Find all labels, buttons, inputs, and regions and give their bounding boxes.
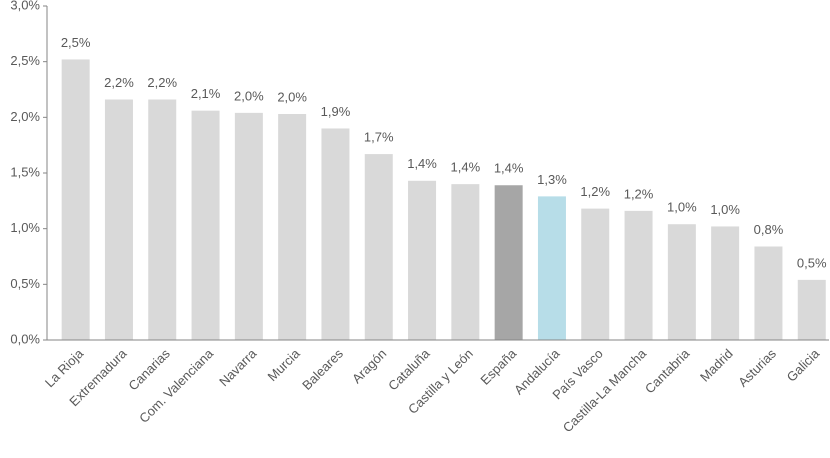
- value-label: 1,9%: [321, 104, 351, 119]
- value-label: 1,4%: [451, 160, 481, 175]
- value-label: 1,0%: [710, 202, 740, 217]
- value-label: 0,5%: [797, 255, 827, 270]
- bar: [364, 154, 393, 340]
- y-tick-label: 3,0%: [10, 0, 40, 12]
- bar: [711, 226, 740, 340]
- x-tick-label: Murcia: [265, 345, 304, 384]
- bar: [191, 110, 220, 340]
- x-tick-label: Com. Valenciana: [136, 345, 216, 425]
- y-tick-label: 2,0%: [10, 109, 40, 124]
- bar: [494, 185, 523, 340]
- value-label: 1,2%: [624, 186, 654, 201]
- value-label: 0,8%: [754, 222, 784, 237]
- value-label: 1,2%: [580, 184, 610, 199]
- value-label: 1,3%: [537, 172, 567, 187]
- value-label: 1,7%: [364, 130, 394, 145]
- value-label: 2,5%: [61, 35, 91, 50]
- x-tick-label: Baleares: [299, 346, 346, 393]
- bar: [754, 246, 783, 340]
- bar: [278, 113, 307, 340]
- y-tick-label: 0,5%: [10, 276, 40, 291]
- bar: [234, 112, 263, 340]
- bar: [321, 128, 350, 340]
- bar: [61, 59, 90, 340]
- y-tick-label: 1,5%: [10, 164, 40, 179]
- bar: [104, 99, 133, 341]
- bar: [624, 210, 653, 340]
- value-label: 2,2%: [147, 75, 177, 90]
- value-label: 1,4%: [407, 156, 437, 171]
- bar: [537, 196, 566, 340]
- bar: [148, 99, 177, 341]
- bar: [797, 279, 826, 340]
- value-label: 2,1%: [191, 86, 221, 101]
- x-tick-label: Galicia: [784, 345, 823, 384]
- x-tick-label: Navarra: [216, 345, 260, 389]
- y-tick-label: 2,5%: [10, 53, 40, 68]
- y-tick-label: 0,0%: [10, 331, 40, 346]
- value-label: 1,0%: [667, 200, 697, 215]
- value-label: 2,0%: [277, 89, 307, 104]
- x-tick-label: Castilla-La Mancha: [560, 345, 650, 435]
- bar: [408, 180, 437, 340]
- bar: [581, 208, 610, 340]
- x-tick-label: Asturias: [735, 346, 779, 390]
- bar: [451, 184, 480, 340]
- x-tick-label: Aragón: [349, 346, 389, 386]
- x-tick-label: España: [477, 345, 519, 387]
- value-label: 2,2%: [104, 75, 134, 90]
- x-tick-label: Madrid: [697, 346, 736, 385]
- value-label: 1,4%: [494, 161, 524, 176]
- bar: [667, 224, 696, 340]
- x-tick-label: Cantabria: [642, 345, 693, 396]
- value-label: 2,0%: [234, 88, 264, 103]
- y-tick-label: 1,0%: [10, 220, 40, 235]
